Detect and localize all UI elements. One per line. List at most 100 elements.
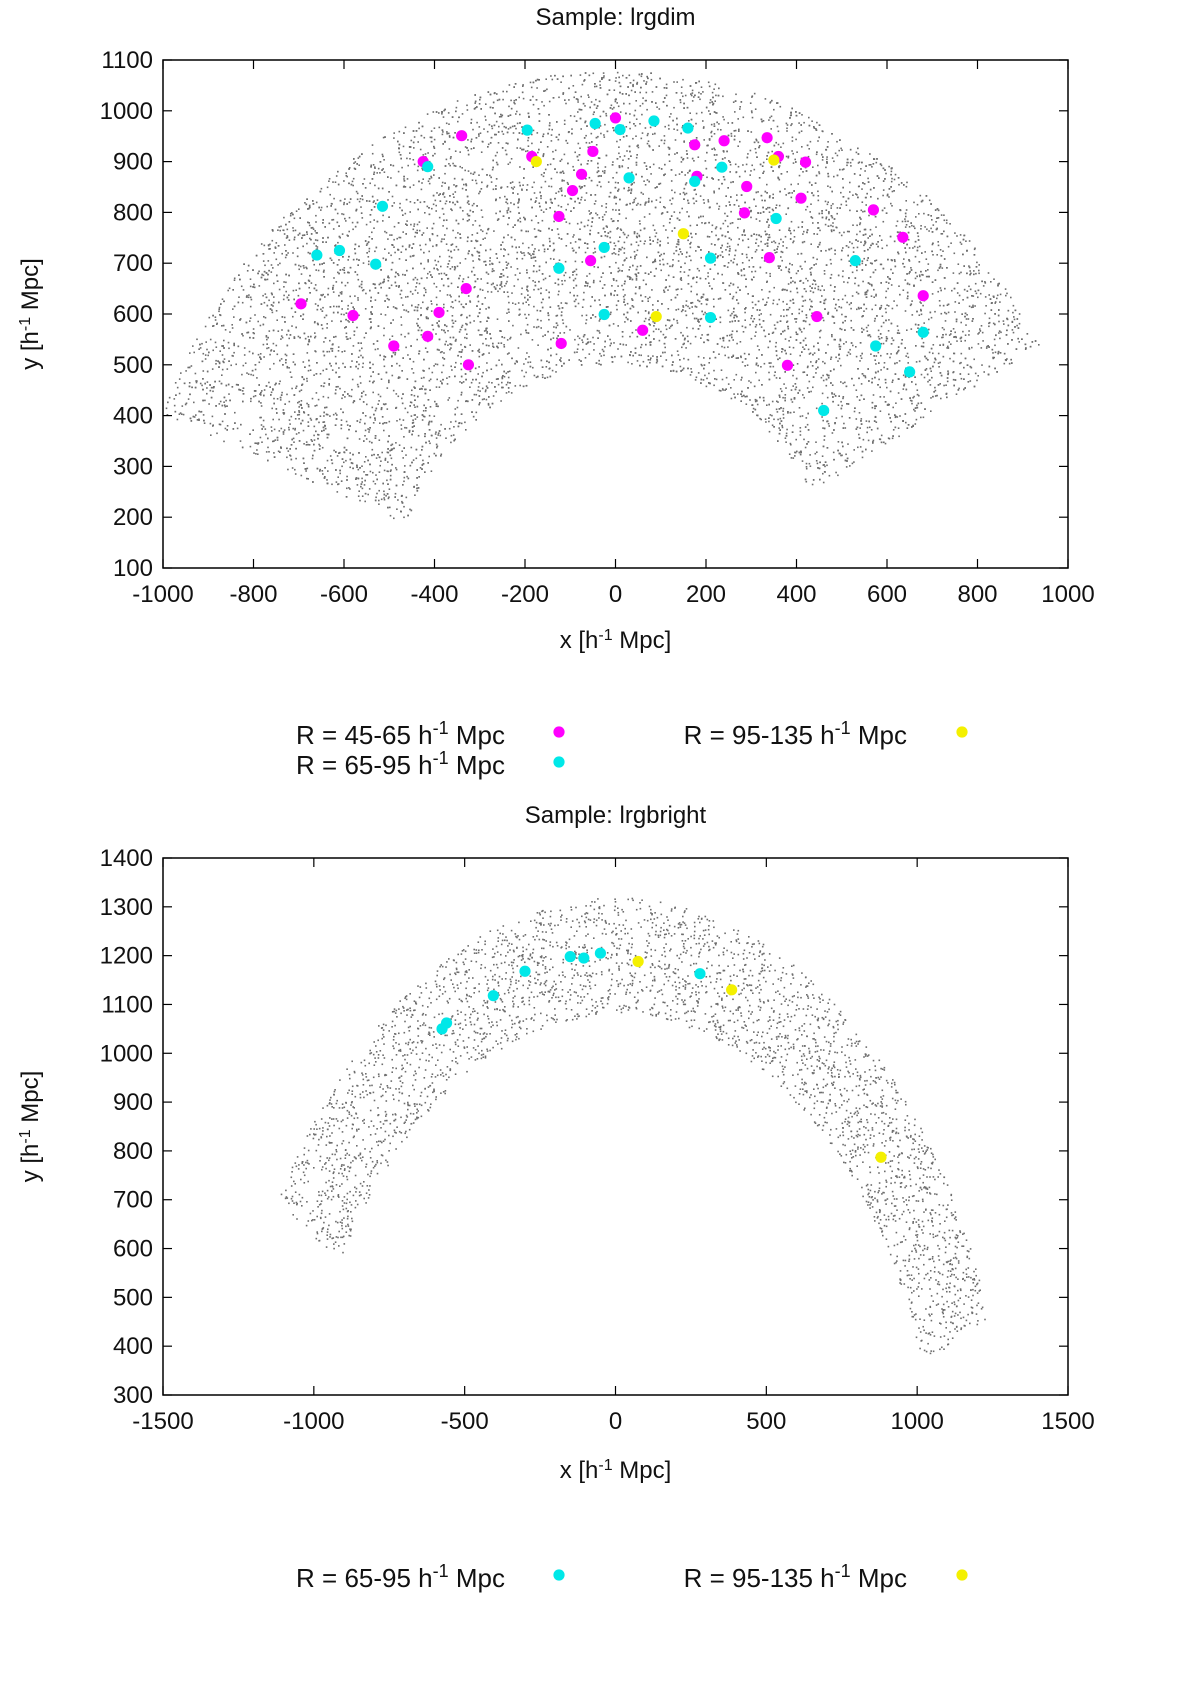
y-tick-label: 700 <box>113 1187 153 1214</box>
legend-marker <box>956 726 968 738</box>
legend-marker <box>553 756 565 768</box>
x-tick-label: 0 <box>609 581 622 608</box>
chart-2: Sample: lrgbright -1500 -1000 -500 0 500 1000 1… <box>17 802 1095 1593</box>
data-point <box>519 965 531 977</box>
data-point <box>875 1151 887 1163</box>
legend-label: R = 95-135 h-1 Mpc <box>684 718 907 750</box>
chart-title: Sample: lrgbright <box>525 802 707 829</box>
data-point <box>433 306 445 319</box>
data-point <box>462 359 475 371</box>
y-tick-label: 1000 <box>100 98 153 125</box>
x-tick-label: 600 <box>867 581 907 608</box>
data-point <box>585 255 597 267</box>
background-galaxy-points <box>165 71 1040 520</box>
data-point <box>682 122 694 134</box>
x-axis-label: x [h-1 Mpc] <box>560 627 672 655</box>
data-point <box>388 340 400 352</box>
data-point <box>770 212 782 225</box>
data-point <box>811 310 823 323</box>
data-point <box>818 404 830 417</box>
legend-label: R = 45-65 h-1 Mpc <box>296 718 505 750</box>
data-point <box>598 241 610 254</box>
data-point <box>904 366 916 378</box>
y-tick-label: 1400 <box>100 845 153 872</box>
data-point <box>689 175 701 188</box>
y-tick-label: 1300 <box>100 894 153 921</box>
y-tick-label: 300 <box>113 453 153 480</box>
data-point <box>487 990 499 1002</box>
data-point <box>849 255 861 267</box>
y-tick-label: 500 <box>113 1284 153 1311</box>
data-point <box>311 249 323 261</box>
y-tick-label: 100 <box>113 555 153 582</box>
data-point <box>867 204 880 216</box>
data-point <box>555 337 567 350</box>
x-tick-label: 1000 <box>890 1408 943 1435</box>
y-tick-label: 1100 <box>101 47 153 74</box>
data-point <box>917 326 929 338</box>
data-point <box>347 309 359 322</box>
y-tick-label: 1100 <box>101 991 153 1018</box>
data-point <box>677 228 689 240</box>
y-tick-label: 800 <box>113 199 153 226</box>
data-point <box>648 115 660 127</box>
data-point <box>598 308 610 321</box>
x-tick-label: -200 <box>501 581 549 608</box>
data-point <box>781 359 794 371</box>
legend-marker <box>956 1569 968 1581</box>
x-tick-label: -600 <box>320 581 368 608</box>
legend-label: R = 95-135 h-1 Mpc <box>684 1561 907 1593</box>
data-point <box>917 290 929 302</box>
data-point <box>589 117 601 130</box>
x-axis-label: x [h-1 Mpc] <box>560 1457 672 1485</box>
data-point <box>422 161 434 173</box>
y-tick-label: 400 <box>113 403 153 430</box>
y-tick-label: 200 <box>113 504 153 531</box>
y-axis-label: y [h-1 Mpc] <box>17 1071 45 1183</box>
chart-1: Sample: lrgdim -1000 -800 -600 -400 -200 0 200 4… <box>17 4 1095 780</box>
data-point <box>650 310 662 323</box>
legend: R = 65-95 h-1 Mpc R = 95-135 h-1 Mpc <box>296 1561 968 1593</box>
data-point <box>716 161 728 173</box>
data-point <box>704 252 717 264</box>
data-point <box>795 192 807 204</box>
data-point <box>897 231 909 243</box>
data-point <box>704 311 717 324</box>
data-point <box>440 1017 453 1029</box>
x-tick-label: 500 <box>746 1408 786 1435</box>
data-point <box>694 968 706 980</box>
data-point <box>738 207 751 219</box>
plot-frame <box>162 59 1069 569</box>
data-point <box>763 252 775 264</box>
data-point <box>718 135 730 147</box>
series-1 <box>436 947 706 1035</box>
legend-item: R = 65-95 h-1 Mpc <box>296 1561 565 1593</box>
x-tick-label: 400 <box>776 581 816 608</box>
data-point <box>587 145 599 158</box>
data-point <box>726 984 738 996</box>
x-tick-label: -1000 <box>132 581 193 608</box>
y-tick-label: 500 <box>113 352 153 379</box>
x-tick-label: 1500 <box>1041 1408 1094 1435</box>
x-tick-label: 0 <box>609 1408 622 1435</box>
data-point <box>768 154 780 166</box>
data-point <box>799 156 812 168</box>
data-point <box>530 156 542 168</box>
data-point <box>376 200 389 212</box>
x-tick-label: 1000 <box>1041 581 1094 608</box>
y-tick-label: 600 <box>113 1236 153 1263</box>
data-point <box>637 324 649 336</box>
legend-marker <box>553 726 565 738</box>
data-point <box>609 112 622 124</box>
data-point <box>623 172 635 184</box>
y-tick-label: 300 <box>113 1382 153 1409</box>
y-tick-label: 1200 <box>100 943 153 970</box>
legend-item: R = 45-65 h-1 Mpc <box>296 718 565 750</box>
data-point <box>689 139 701 151</box>
x-tick-label: -1500 <box>132 1408 193 1435</box>
x-tick-label: -500 <box>441 1408 489 1435</box>
y-tick-label: 700 <box>113 250 153 277</box>
series-1 <box>295 112 929 371</box>
data-point <box>553 262 565 274</box>
